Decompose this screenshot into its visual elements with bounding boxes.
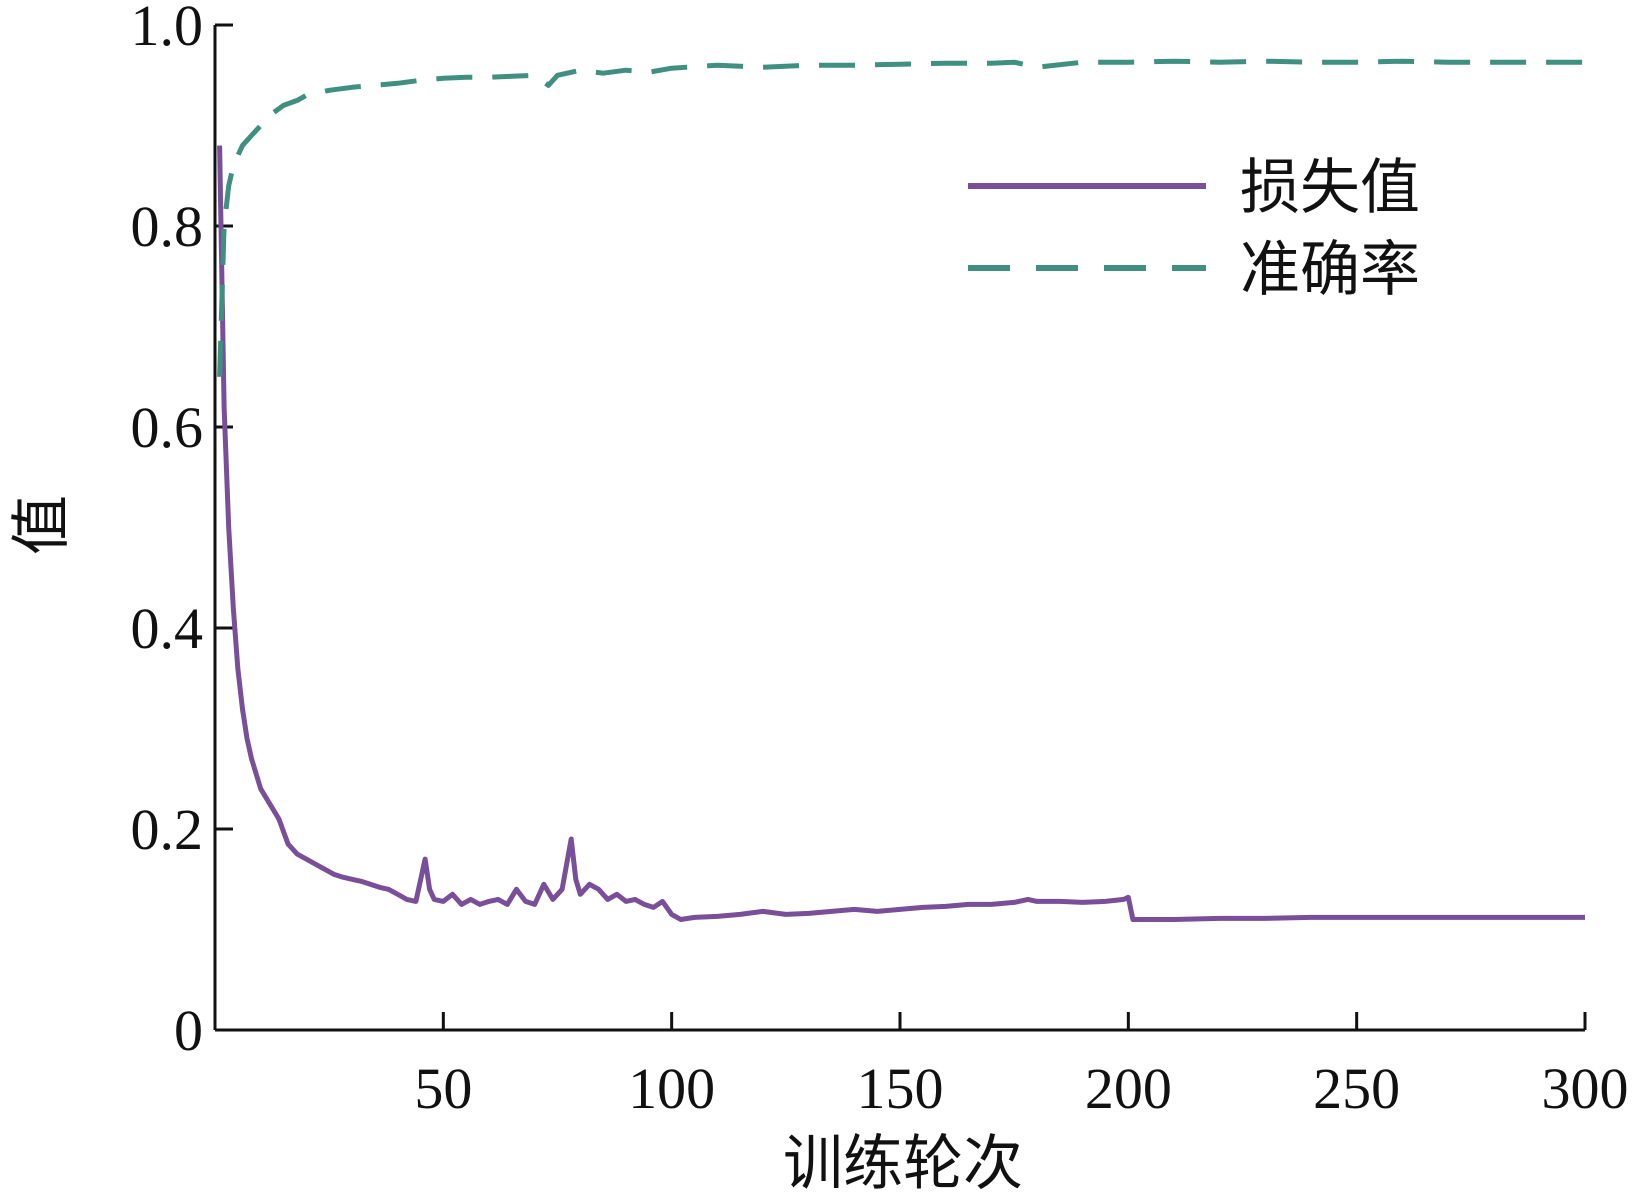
x-tick-label: 200 bbox=[1085, 1056, 1172, 1121]
x-tick-label: 150 bbox=[857, 1056, 944, 1121]
series-line-loss bbox=[217, 145, 1585, 922]
y-tick-label: 1.0 bbox=[131, 0, 204, 58]
legend-label-loss: 损失值 bbox=[1240, 153, 1420, 223]
series-layer bbox=[217, 58, 1585, 922]
y-axis-title: 值 bbox=[7, 495, 77, 555]
y-tick-label: 0.2 bbox=[131, 797, 204, 862]
legend-label-accuracy: 准确率 bbox=[1240, 235, 1420, 305]
x-axis-title: 训练轮次 bbox=[783, 1129, 1023, 1194]
legend: 损失值 准确率 bbox=[968, 153, 1420, 305]
x-tick-label: 300 bbox=[1542, 1056, 1629, 1121]
y-tick-label: 0.6 bbox=[131, 395, 204, 460]
x-tick-label: 100 bbox=[628, 1056, 715, 1121]
x-tick-label: 50 bbox=[414, 1056, 472, 1121]
y-tick-label: 0 bbox=[174, 998, 203, 1063]
x-tick-label: 250 bbox=[1313, 1056, 1400, 1121]
y-tick-label: 0.4 bbox=[131, 596, 204, 661]
x-axis-ticks: 50 100 150 200 250 300 bbox=[414, 1012, 1629, 1121]
series-line-accuracy bbox=[217, 58, 1585, 377]
y-axis-ticks: 0 0.2 0.4 0.6 0.8 1.0 bbox=[131, 0, 233, 1063]
y-tick-label: 0.8 bbox=[131, 194, 204, 259]
